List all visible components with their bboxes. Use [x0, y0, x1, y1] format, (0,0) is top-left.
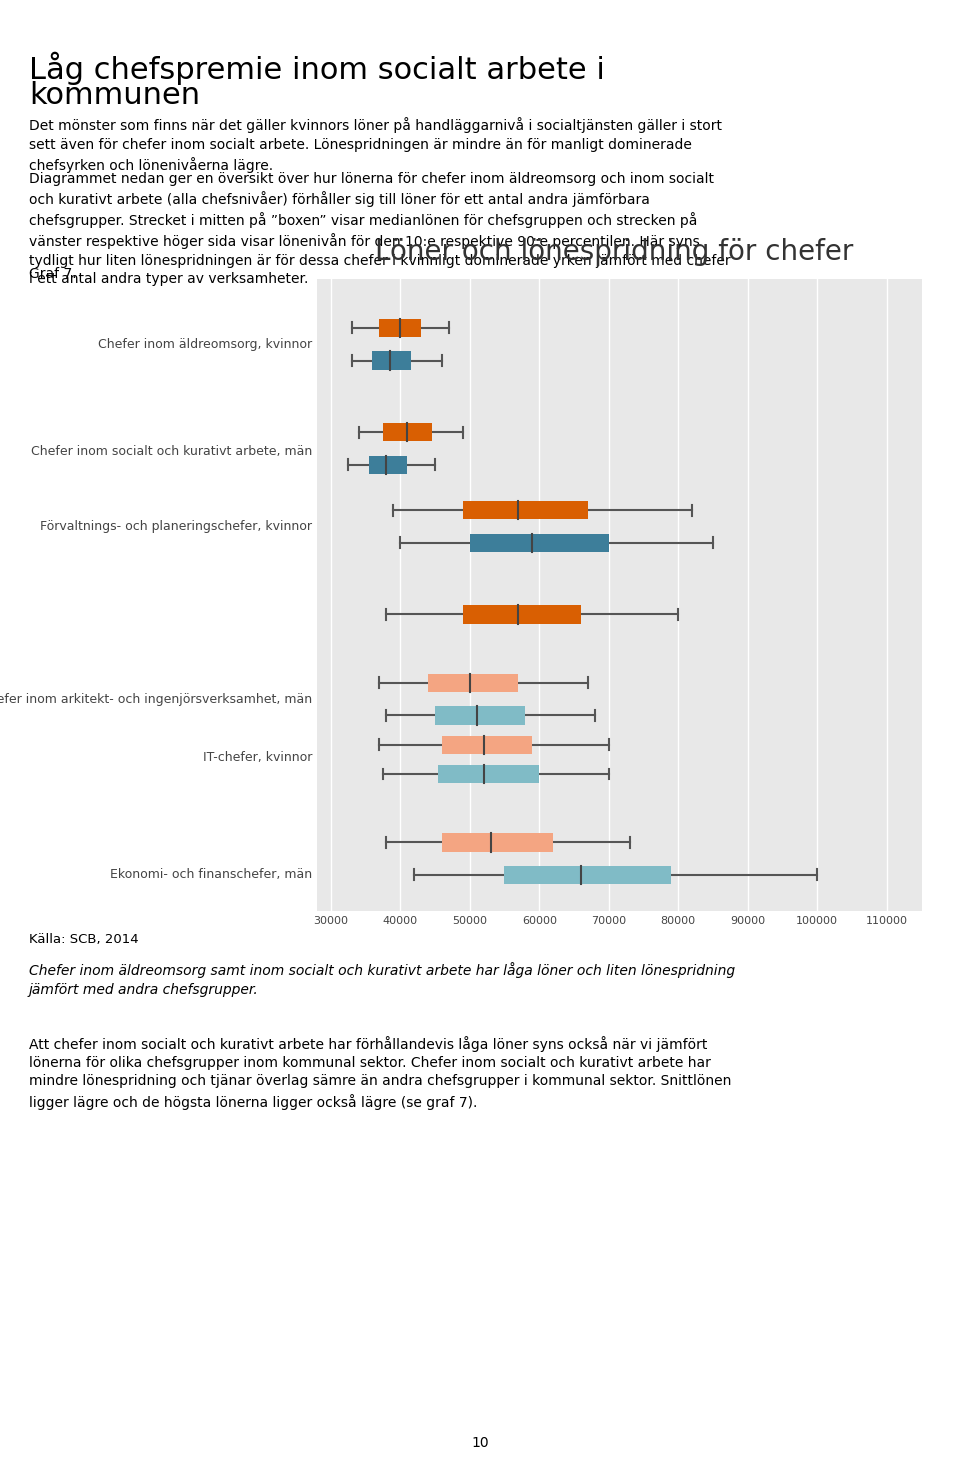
FancyBboxPatch shape [442, 736, 532, 754]
FancyBboxPatch shape [442, 833, 553, 852]
FancyBboxPatch shape [463, 501, 588, 520]
Text: Förvaltnings- och planeringschefer, kvinnor: Förvaltnings- och planeringschefer, kvin… [40, 520, 312, 533]
Text: Diagrammet nedan ger en översikt över hur lönerna för chefer inom äldreomsorg oc: Diagrammet nedan ger en översikt över hu… [29, 172, 731, 286]
Text: Källa: SCB, 2014: Källa: SCB, 2014 [29, 933, 138, 946]
Text: Graf 7.: Graf 7. [29, 267, 77, 282]
FancyBboxPatch shape [379, 319, 421, 336]
FancyBboxPatch shape [505, 865, 671, 884]
Text: Det mönster som finns när det gäller kvinnors löner på handläggarnivå i socialtj: Det mönster som finns när det gäller kvi… [29, 118, 722, 173]
Text: 10: 10 [471, 1435, 489, 1450]
FancyBboxPatch shape [428, 674, 518, 692]
Text: Chefer inom äldreomsorg samt inom socialt och kurativt arbete har låga löner och: Chefer inom äldreomsorg samt inom social… [29, 962, 735, 996]
FancyBboxPatch shape [369, 455, 407, 474]
FancyBboxPatch shape [463, 605, 581, 624]
FancyBboxPatch shape [435, 707, 525, 724]
Text: Chefer inom arkitekt- och ingenjörsverksamhet, män: Chefer inom arkitekt- och ingenjörsverks… [0, 693, 312, 705]
FancyBboxPatch shape [383, 423, 431, 441]
Text: Löner och lönespridning för chefer: Löner och lönespridning för chefer [375, 238, 853, 266]
Text: Ekonomi- och finanschefer, män: Ekonomi- och finanschefer, män [109, 868, 312, 881]
Text: Låg chefspremie inom socialt arbete i: Låg chefspremie inom socialt arbete i [29, 51, 605, 85]
FancyBboxPatch shape [372, 351, 411, 370]
Text: Att chefer inom socialt och kurativt arbete har förhållandevis låga löner syns o: Att chefer inom socialt och kurativt arb… [29, 1036, 732, 1109]
FancyBboxPatch shape [439, 765, 540, 783]
Text: kommunen: kommunen [29, 81, 200, 110]
Text: Chefer inom socialt och kurativt arbete, män: Chefer inom socialt och kurativt arbete,… [31, 445, 312, 458]
FancyBboxPatch shape [469, 533, 609, 552]
Text: Chefer inom äldreomsorg, kvinnor: Chefer inom äldreomsorg, kvinnor [98, 338, 312, 351]
Text: IT-chefer, kvinnor: IT-chefer, kvinnor [203, 751, 312, 764]
